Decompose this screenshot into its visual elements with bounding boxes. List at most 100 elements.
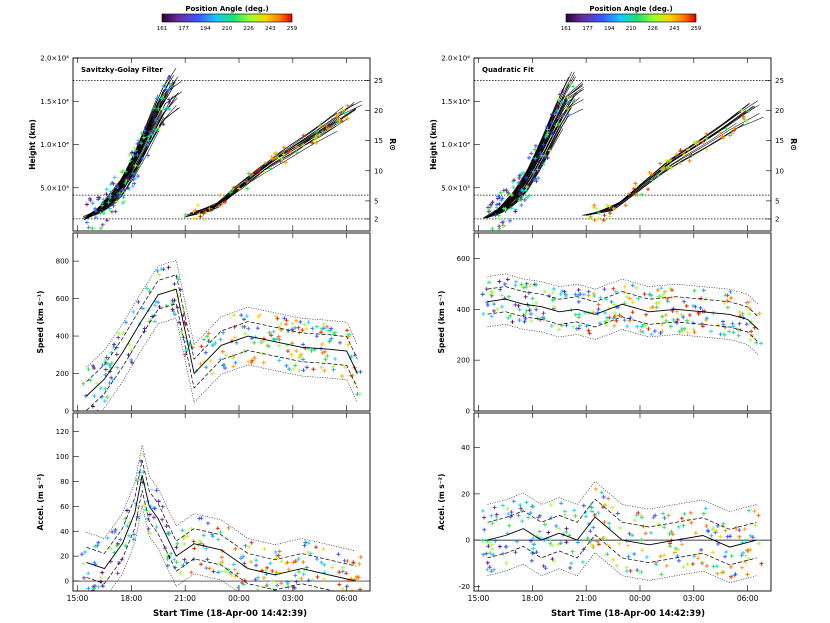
- data-point: [274, 553, 279, 558]
- data-point: [543, 566, 548, 571]
- height-point: [144, 124, 149, 129]
- x-tick-label: 00:00: [629, 594, 651, 603]
- data-point: [731, 330, 736, 335]
- height-point: [545, 132, 550, 137]
- height-track: [490, 128, 564, 217]
- height-point: [497, 202, 502, 207]
- data-point: [489, 542, 494, 547]
- data-point: [261, 339, 266, 344]
- right-tick-label: 10: [374, 167, 383, 175]
- height-point: [732, 128, 737, 133]
- data-point: [218, 569, 223, 574]
- data-point: [487, 280, 492, 285]
- data-point: [290, 321, 295, 326]
- height-point: [587, 216, 592, 221]
- y-tick-label: 0: [65, 408, 69, 416]
- height-point: [133, 176, 138, 181]
- data-point: [550, 557, 555, 562]
- data-point: [682, 326, 687, 331]
- height-point: [509, 193, 514, 198]
- data-point: [715, 523, 720, 528]
- height-point: [161, 96, 166, 101]
- data-point: [722, 554, 727, 559]
- x-tick-label: 18:00: [121, 594, 143, 603]
- data-point: [239, 313, 244, 318]
- colorbar-tick-label: 177: [582, 26, 593, 32]
- data-point: [716, 541, 721, 546]
- data-point: [290, 341, 295, 346]
- data-point: [325, 324, 330, 329]
- data-point: [114, 352, 119, 357]
- data-point: [294, 349, 299, 354]
- y-tick-label: 800: [56, 258, 69, 266]
- height-point: [197, 211, 202, 216]
- data-point: [205, 521, 210, 526]
- data-point: [746, 548, 751, 553]
- height-point: [640, 192, 645, 197]
- data-point: [723, 325, 728, 330]
- data-point: [571, 324, 576, 329]
- height-point: [326, 126, 331, 131]
- height-point: [301, 133, 306, 138]
- data-point: [728, 289, 733, 294]
- dashed-line: [86, 274, 358, 382]
- right-tick-label: 20: [775, 107, 784, 115]
- height-point: [192, 216, 197, 221]
- data-point: [287, 367, 292, 372]
- data-point: [274, 336, 279, 341]
- height-point: [740, 114, 745, 119]
- data-point: [175, 541, 180, 546]
- data-point: [494, 517, 499, 522]
- height-point: [686, 147, 691, 152]
- y-tick-label: 1.0×10⁴: [40, 141, 69, 149]
- height-point: [147, 129, 152, 134]
- height-point: [556, 97, 561, 102]
- data-point: [358, 369, 363, 374]
- data-point: [568, 565, 573, 570]
- data-point: [630, 283, 635, 288]
- height-point: [490, 226, 495, 231]
- panel-frame: [72, 57, 371, 232]
- data-point: [115, 541, 120, 546]
- height-point: [549, 120, 554, 125]
- data-point: [727, 329, 732, 334]
- data-point: [681, 565, 686, 570]
- height-track: [488, 104, 558, 218]
- data-point: [668, 286, 673, 291]
- envelope-line: [487, 480, 757, 512]
- data-point: [92, 560, 97, 565]
- height-track: [93, 68, 177, 213]
- height-point: [142, 128, 147, 133]
- data-point: [266, 344, 271, 349]
- height-point: [90, 226, 95, 231]
- data-point: [117, 331, 122, 336]
- data-point: [506, 512, 511, 517]
- data-point: [670, 532, 675, 537]
- envelope-line: [487, 273, 759, 305]
- data-point: [576, 287, 581, 292]
- height-track: [184, 112, 338, 218]
- data-point: [659, 572, 664, 577]
- data-point: [105, 536, 110, 541]
- height-point: [557, 125, 562, 130]
- height-point: [145, 142, 150, 147]
- height-point: [108, 189, 113, 194]
- plot-area: [82, 68, 363, 231]
- data-point: [124, 508, 129, 513]
- data-point: [224, 353, 229, 358]
- data-point: [241, 582, 246, 587]
- data-point: [583, 514, 588, 519]
- data-point: [325, 353, 330, 358]
- data-point: [649, 530, 654, 535]
- height-point: [560, 113, 565, 118]
- data-point: [731, 324, 736, 329]
- height-point: [345, 103, 350, 108]
- data-point: [229, 573, 234, 578]
- height-track: [193, 131, 338, 215]
- data-point: [246, 326, 251, 331]
- height-point: [132, 181, 137, 186]
- data-point: [586, 293, 591, 298]
- data-point: [638, 513, 643, 518]
- data-point: [639, 324, 644, 329]
- data-point: [627, 318, 632, 323]
